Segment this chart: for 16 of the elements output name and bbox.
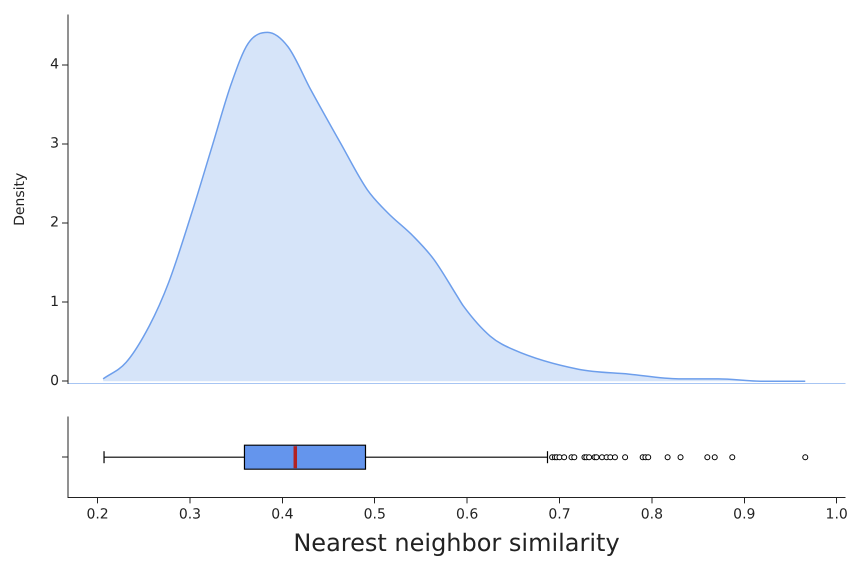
x-tick-label: 1.0 <box>826 506 848 522</box>
x-tick-label: 0.3 <box>178 506 202 522</box>
x-tick-label: 0.2 <box>86 506 109 522</box>
y-tick-label: 0 <box>50 372 59 389</box>
x-tick-label: 0.5 <box>364 506 386 522</box>
x-tick-label: 0.7 <box>548 506 571 522</box>
x-tick-label: 0.6 <box>456 506 478 522</box>
x-tick-label: 0.4 <box>271 506 294 522</box>
y-tick-label: 3 <box>50 136 59 152</box>
x-tick-label: 0.8 <box>640 506 664 522</box>
y-tick-label: 1 <box>50 294 59 310</box>
y-tick-label: 2 <box>50 214 59 231</box>
y-tick-label: 4 <box>50 56 60 72</box>
y-axis-title: Density <box>12 172 28 226</box>
x-tick-label: 0.9 <box>733 506 756 522</box>
x-axis-title: Nearest neighbor similarity <box>293 528 620 557</box>
